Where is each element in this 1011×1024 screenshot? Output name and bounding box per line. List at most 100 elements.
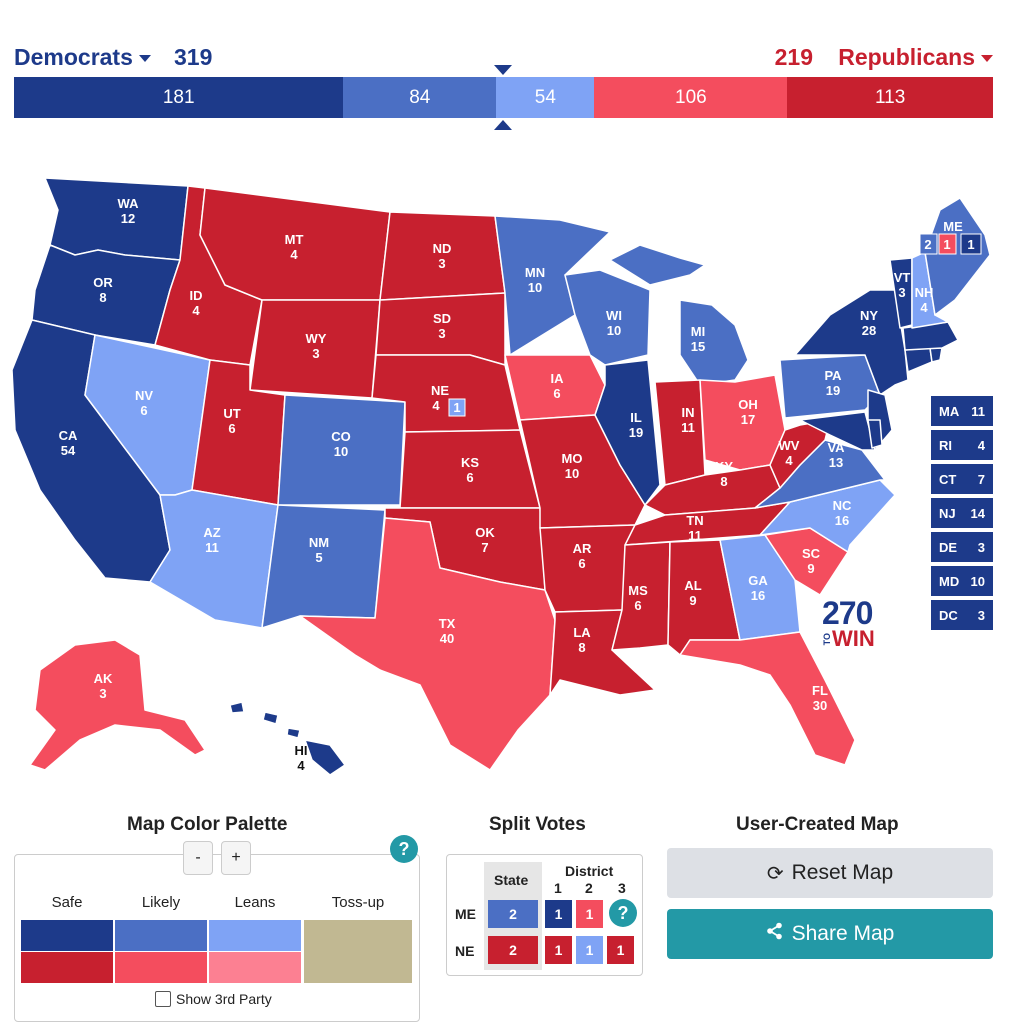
small-state-abbr: MA bbox=[939, 403, 960, 419]
ev-segment-1: 84 bbox=[343, 77, 497, 118]
state-GA[interactable] bbox=[719, 534, 801, 641]
me-district-2-cell[interactable]: 1 bbox=[576, 900, 603, 928]
me-state-cell[interactable]: 2 bbox=[488, 900, 538, 928]
decrease-button[interactable]: - bbox=[183, 841, 213, 875]
state-AK[interactable] bbox=[29, 639, 206, 771]
state-ME[interactable] bbox=[924, 197, 991, 316]
ne-district-2-cell[interactable]: 1 bbox=[576, 936, 603, 964]
small-states-list: MA 11 RI 4 CT 7 NJ 14 DE 3 MD 10 DC 3 bbox=[931, 396, 993, 634]
logo-win: WIN bbox=[832, 626, 875, 651]
small-state-DC[interactable]: DC 3 bbox=[931, 600, 993, 630]
swatch-likely-dem[interactable] bbox=[115, 920, 207, 951]
ev-segment-3: 106 bbox=[594, 77, 788, 118]
ev-segment-0: 181 bbox=[14, 77, 344, 118]
state-HI[interactable] bbox=[229, 701, 346, 776]
checkbox-icon[interactable] bbox=[155, 991, 171, 1007]
state-WA[interactable] bbox=[44, 177, 189, 261]
split-ne-label: NE bbox=[455, 943, 475, 959]
palette-help-icon[interactable]: ? bbox=[390, 835, 418, 863]
label-LA: LA 8 bbox=[573, 625, 591, 655]
state-WI[interactable] bbox=[564, 269, 651, 366]
label-ID: ID 4 bbox=[190, 288, 203, 318]
270-marker-bottom-icon bbox=[494, 120, 512, 130]
state-NM[interactable] bbox=[261, 504, 386, 629]
split-help-icon[interactable]: ? bbox=[609, 899, 637, 927]
label-GA: GA 16 bbox=[748, 573, 768, 603]
logo-number: 270 bbox=[822, 595, 873, 631]
label-IA: IA 6 bbox=[551, 371, 565, 401]
state-AZ[interactable] bbox=[149, 489, 279, 629]
user-map-title: User-Created Map bbox=[736, 814, 899, 835]
state-IN[interactable] bbox=[654, 379, 706, 486]
small-state-abbr: RI bbox=[939, 437, 952, 453]
electoral-totals: Democrats 319 219 Republicans bbox=[14, 44, 993, 74]
swatch-likely-rep[interactable] bbox=[115, 952, 207, 983]
label-TN: TN 11 bbox=[686, 513, 703, 543]
ne-district-box[interactable]: 1 bbox=[448, 398, 466, 417]
ne-district-1-cell[interactable]: 1 bbox=[545, 936, 572, 964]
ne-district-3-cell[interactable]: 1 bbox=[607, 936, 634, 964]
svg-text:1: 1 bbox=[967, 237, 974, 252]
state-IL[interactable] bbox=[594, 359, 661, 506]
small-state-NJ[interactable]: NJ 14 bbox=[931, 498, 993, 528]
label-KY: KY 8 bbox=[715, 459, 733, 489]
me-district-1-cell[interactable]: 1 bbox=[545, 900, 572, 928]
small-state-RI[interactable]: RI 4 bbox=[931, 430, 993, 460]
small-state-ev: 10 bbox=[970, 573, 985, 589]
swatch-lean-dem[interactable] bbox=[209, 920, 301, 951]
district-2-header: 2 bbox=[585, 880, 593, 896]
split-votes-title: Split Votes bbox=[489, 814, 586, 835]
small-state-ev: 3 bbox=[977, 607, 985, 623]
split-district-header: District bbox=[565, 863, 614, 879]
swatch-tossup[interactable] bbox=[304, 920, 412, 983]
state-FL[interactable] bbox=[679, 631, 856, 766]
state-RI[interactable] bbox=[929, 347, 943, 363]
me-split-boxes[interactable]: 2 1 1 bbox=[919, 233, 982, 255]
label-VT: VT 3 bbox=[894, 270, 911, 300]
label-AZ: AZ 11 bbox=[203, 525, 220, 555]
share-map-button[interactable]: Share Map bbox=[667, 909, 993, 959]
reset-map-button[interactable]: ⟳ Reset Map bbox=[667, 848, 993, 898]
swatch-safe-dem[interactable] bbox=[21, 920, 113, 951]
democrats-total: 319 bbox=[174, 44, 213, 70]
state-MD[interactable] bbox=[799, 411, 876, 451]
label-OH: OH 17 bbox=[738, 397, 758, 427]
label-MT: MT 4 bbox=[285, 232, 304, 262]
label-MO: MO 10 bbox=[562, 451, 583, 481]
state-AR[interactable] bbox=[539, 524, 636, 613]
democrats-dropdown[interactable]: Democrats bbox=[14, 44, 151, 71]
header-leans: Leans bbox=[234, 894, 276, 911]
increase-button[interactable]: + bbox=[221, 841, 251, 875]
label-KS: KS 6 bbox=[461, 455, 479, 485]
small-state-MA[interactable]: MA 11 bbox=[931, 396, 993, 426]
label-FL: FL 30 bbox=[812, 683, 828, 713]
republicans-dropdown[interactable]: Republicans bbox=[838, 44, 993, 71]
label-WA: WA 12 bbox=[118, 196, 140, 226]
small-state-DE[interactable]: DE 3 bbox=[931, 532, 993, 562]
small-state-ev: 4 bbox=[977, 437, 985, 453]
state-MI[interactable] bbox=[679, 299, 749, 386]
ne-state-cell[interactable]: 2 bbox=[488, 936, 538, 964]
small-state-MD[interactable]: MD 10 bbox=[931, 566, 993, 596]
palette-panel bbox=[14, 854, 420, 1022]
show-3rd-party-toggle[interactable]: Show 3rd Party bbox=[155, 991, 272, 1007]
label-IN: IN 11 bbox=[681, 405, 695, 435]
swatch-lean-rep[interactable] bbox=[209, 952, 301, 983]
small-state-CT[interactable]: CT 7 bbox=[931, 464, 993, 494]
label-ND: ND 3 bbox=[433, 241, 452, 271]
small-state-ev: 7 bbox=[977, 471, 985, 487]
share-icon bbox=[766, 922, 784, 946]
label-NC: NC 16 bbox=[833, 498, 852, 528]
state-CT[interactable] bbox=[904, 347, 933, 373]
label-ME: ME bbox=[943, 219, 963, 234]
state-DE[interactable] bbox=[867, 419, 883, 449]
label-NH: NH 4 bbox=[915, 285, 934, 315]
swatch-safe-rep[interactable] bbox=[21, 952, 113, 983]
label-SD: SD 3 bbox=[433, 311, 451, 341]
state-MI-UP[interactable] bbox=[609, 244, 706, 286]
palette-title: Map Color Palette bbox=[127, 814, 288, 835]
small-state-abbr: DC bbox=[939, 607, 958, 623]
label-CO: CO 10 bbox=[331, 429, 351, 459]
split-state-header: State bbox=[494, 872, 529, 888]
state-TX[interactable] bbox=[299, 517, 556, 771]
